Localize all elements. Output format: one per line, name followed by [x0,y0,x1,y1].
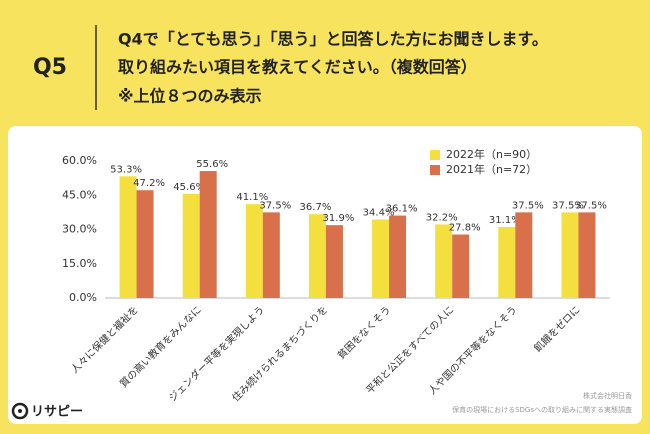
question-line: 取り組みたい項目を教えてください。（複数回答） [118,58,477,77]
source: 保育の現場におけるSDGsへの取り組みに関する実態調査 [452,405,632,414]
logo-icon [18,409,22,413]
legend-label: 2021年（n=72） [446,162,537,176]
legend-swatch [430,150,440,160]
bar [182,193,200,298]
bar [245,204,263,298]
value-label: 37.5% [552,200,584,211]
question-line: ※上位８つのみ表示 [118,87,262,106]
bar [199,171,217,298]
bar [308,214,326,298]
bar [561,212,579,298]
value-label: 37.5% [259,200,291,211]
legend-label: 2022年（n=90） [446,147,537,161]
question-line: Q4で「とても思う」「思う」と回答した方にお聞きします。 [118,30,548,49]
value-label: 37.5% [512,200,544,211]
bar [372,219,390,298]
value-label: 45.6% [173,182,205,193]
value-label: 36.1% [386,204,418,215]
question-label: Q5 [33,55,67,80]
legend-swatch [430,165,440,175]
y-tick-label: 0.0% [69,291,97,304]
bar [262,212,280,298]
bar [515,212,533,298]
value-label: 27.8% [449,223,481,234]
value-label: 36.7% [300,202,332,213]
bar [452,234,470,298]
bar [435,224,453,298]
y-tick-label: 60.0% [62,154,97,167]
value-label: 34.4% [363,207,395,218]
bar [389,215,407,298]
value-label: 47.2% [133,178,165,189]
logo-icon [11,402,29,420]
logo-text: リサピー [31,405,83,420]
company: 株式会社明日香 [583,391,632,400]
value-label: 32.2% [426,212,458,223]
value-label: 37.5% [575,200,607,211]
bar [578,212,596,298]
value-label: 41.1% [236,192,268,203]
value-label: 53.3% [110,164,142,175]
y-tick-label: 45.0% [62,188,97,201]
bar [498,226,516,298]
y-tick-label: 15.0% [62,257,97,270]
bar [136,190,154,298]
y-tick-label: 30.0% [62,223,97,236]
value-label: 55.6% [196,159,228,170]
bar [119,176,137,298]
value-label: 31.9% [323,213,355,224]
bar [325,225,343,298]
value-label: 31.1% [489,215,521,226]
